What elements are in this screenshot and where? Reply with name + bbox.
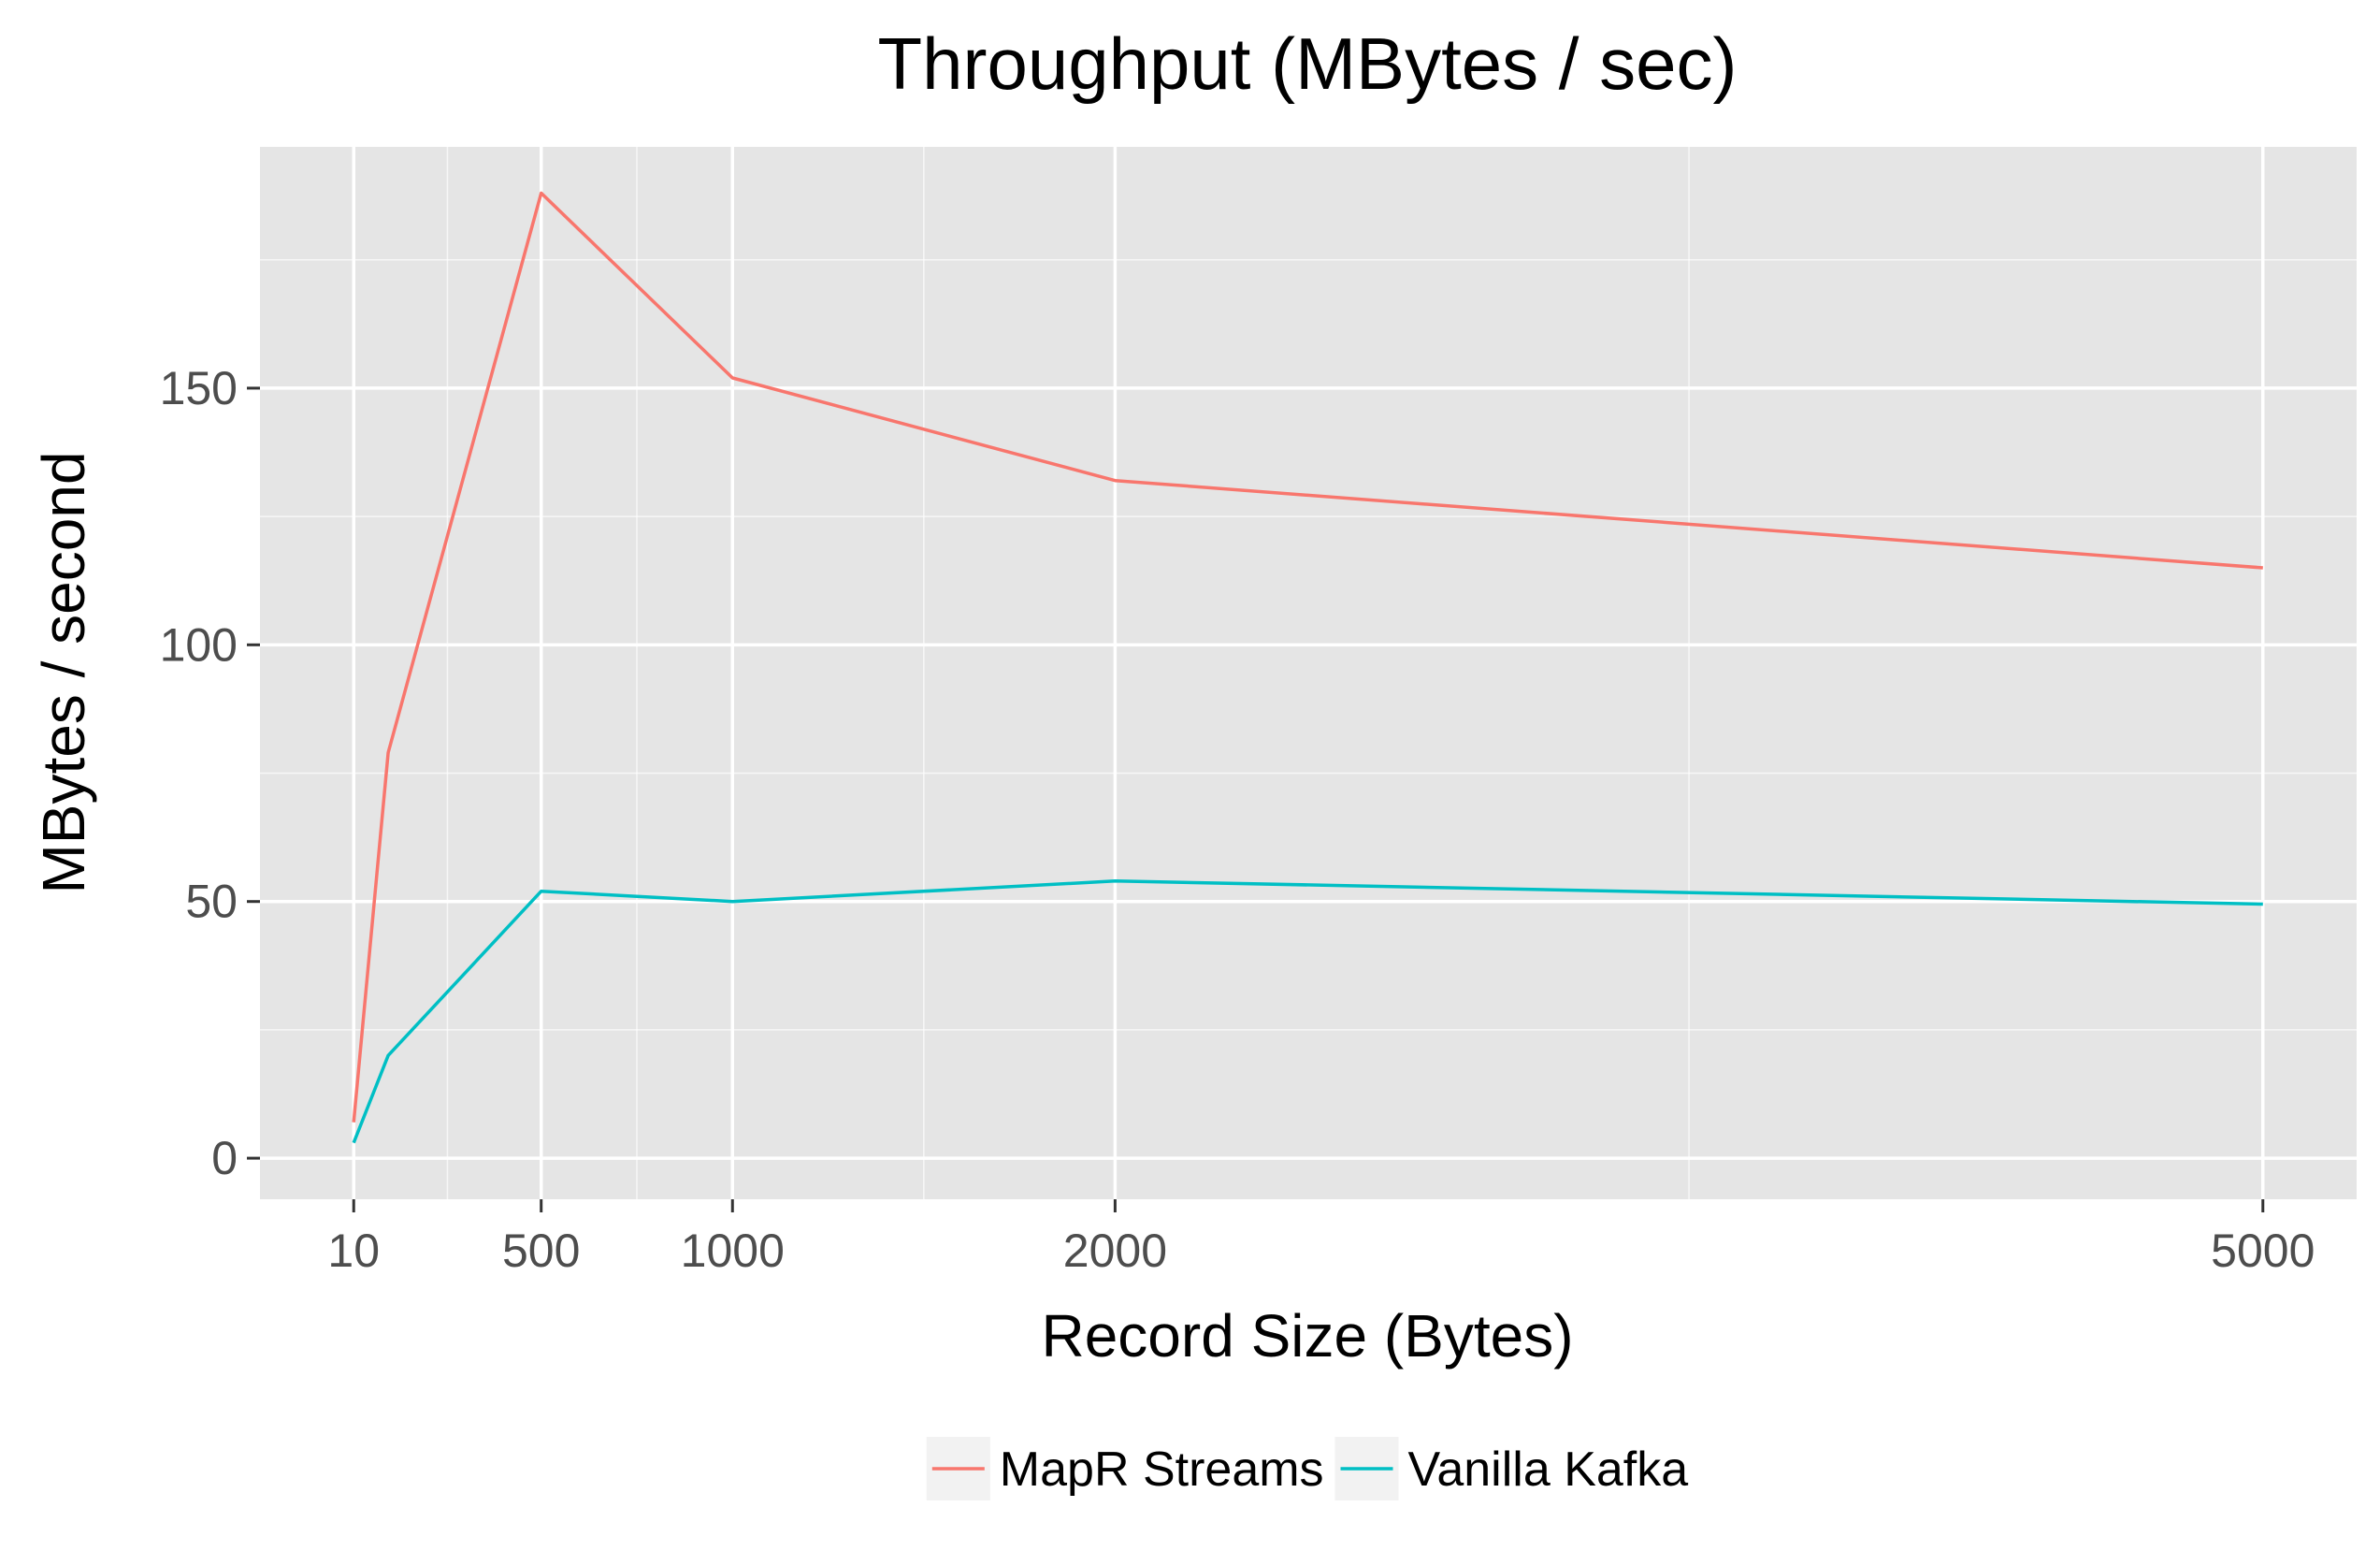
y-axis-ticks: 0 50 100 150 bbox=[160, 362, 260, 1184]
x-tick-label: 5000 bbox=[2211, 1225, 2315, 1277]
y-tick-label: 150 bbox=[160, 362, 238, 414]
x-tick-label: 1000 bbox=[681, 1225, 785, 1277]
plot-panel bbox=[260, 147, 2357, 1199]
y-tick-label: 50 bbox=[185, 876, 238, 928]
legend-label: Vanilla Kafka bbox=[1408, 1442, 1689, 1497]
series-lines bbox=[352, 191, 2263, 1144]
chart-title: Throughput (MBytes / sec) bbox=[877, 22, 1737, 105]
x-axis-title: Record Size (Bytes) bbox=[1041, 1302, 1573, 1370]
series-line-2 bbox=[352, 879, 2263, 1144]
y-axis-title: MBytes / second bbox=[30, 451, 97, 893]
x-tick-label: 2000 bbox=[1063, 1225, 1167, 1277]
x-tick-label: 500 bbox=[502, 1225, 580, 1277]
legend-item-1: MapR Streams bbox=[926, 1437, 1324, 1500]
legend: MapR Streams Vanilla Kafka bbox=[926, 1437, 1689, 1500]
legend-label: MapR Streams bbox=[1000, 1442, 1324, 1497]
x-tick-label: 10 bbox=[327, 1225, 380, 1277]
y-tick-label: 100 bbox=[160, 618, 238, 671]
major-gridlines bbox=[260, 147, 2357, 1199]
x-axis-ticks: 10 500 1000 2000 5000 bbox=[327, 1199, 2315, 1277]
y-tick-label: 0 bbox=[211, 1132, 238, 1184]
legend-item-2: Vanilla Kafka bbox=[1334, 1437, 1689, 1500]
series-line-1 bbox=[352, 191, 2263, 1123]
